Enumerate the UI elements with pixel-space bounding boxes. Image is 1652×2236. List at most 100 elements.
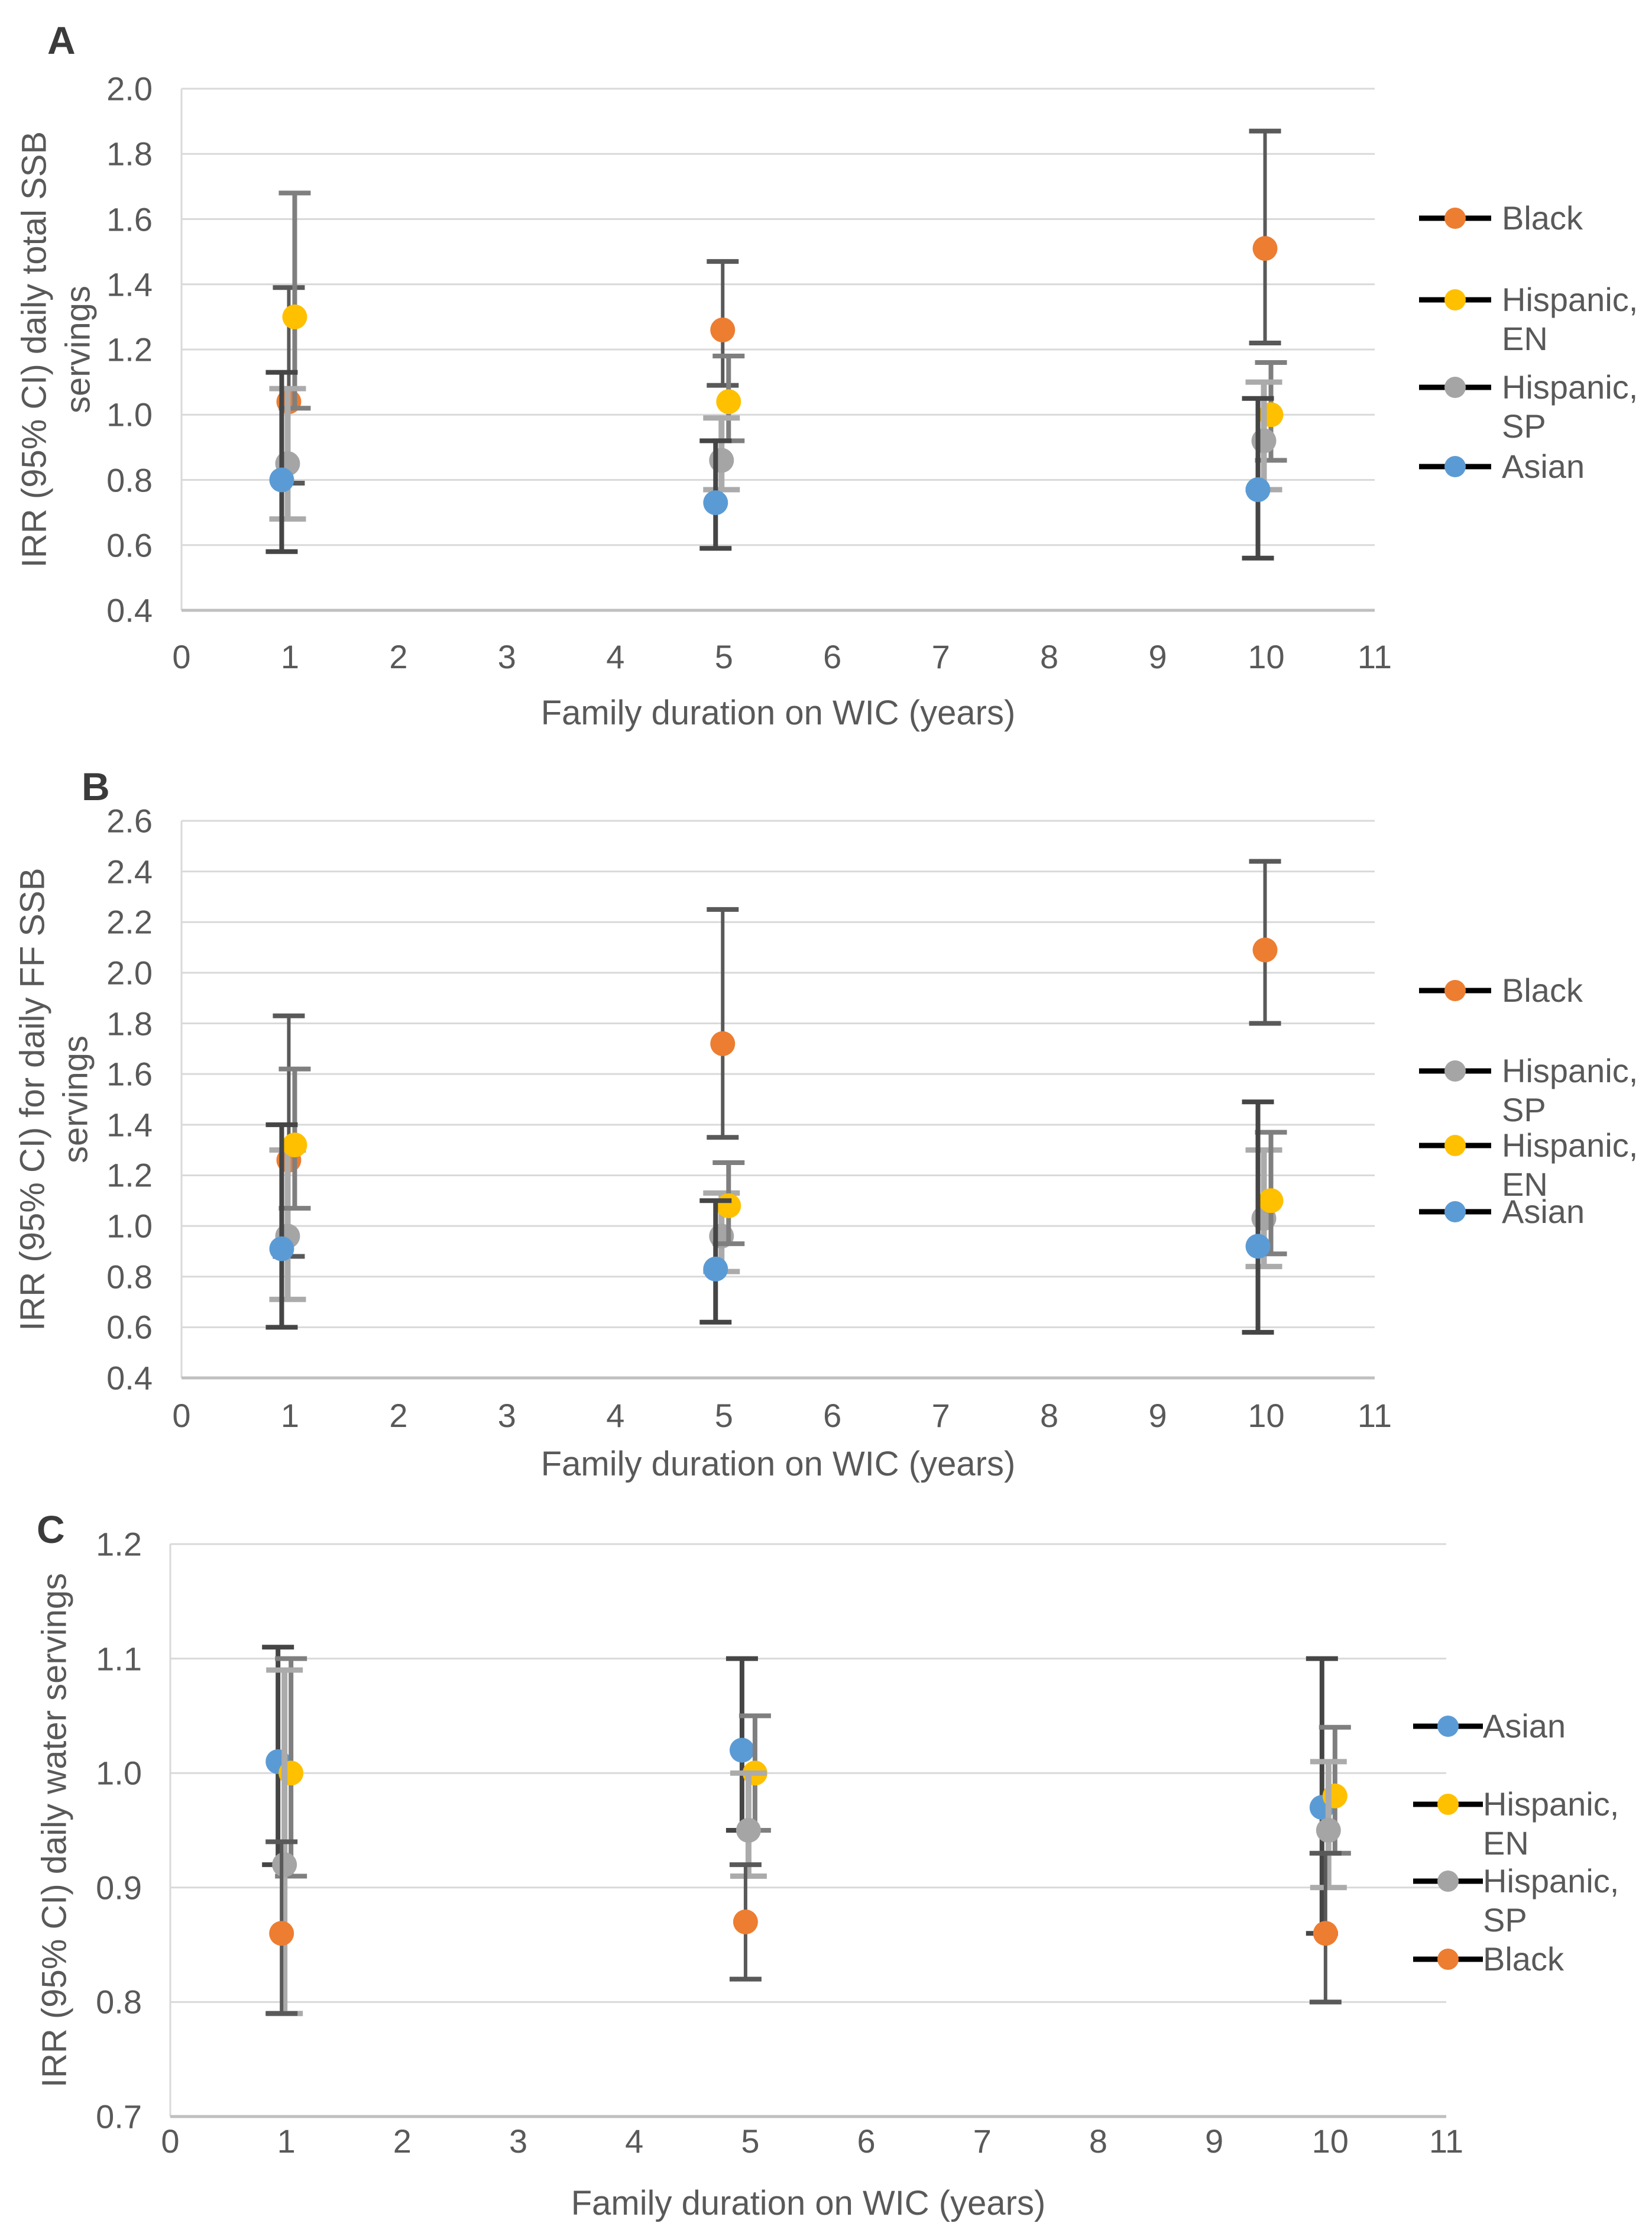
panel-b-ytick-2.4: 2.4 xyxy=(106,853,153,891)
panel-b-legend-marker-hispanic-sp xyxy=(1444,1060,1466,1082)
panel-b-xtick-2: 2 xyxy=(389,1397,408,1434)
panel-b-ytick-1.6: 1.6 xyxy=(106,1055,153,1093)
panel-c-ytick-1.0: 1.0 xyxy=(96,1754,142,1792)
panel-a-x-axis-title: Family duration on WIC (years) xyxy=(540,694,1016,732)
panel-c-xtick-10: 10 xyxy=(1311,2122,1349,2160)
panel-c-xtick-5: 5 xyxy=(741,2122,760,2160)
panel-b-xtick-6: 6 xyxy=(823,1397,842,1434)
panel-a-point-hispanic-sp-x10 xyxy=(1251,428,1277,454)
panel-c-point-black-x5 xyxy=(733,1909,758,1934)
panel-b-xtick-3: 3 xyxy=(497,1397,516,1434)
panel-b-errorbar-asian-x1 xyxy=(265,1122,298,1330)
panel-a-y-axis-title-line2: servings xyxy=(59,286,98,413)
panel-c-point-hispanic-sp-x10 xyxy=(1316,1818,1341,1843)
panel-a-legend-label-hispanic-sp: Hispanic, SP xyxy=(1502,368,1638,445)
panel-a-point-hispanic-en-x1 xyxy=(282,304,307,329)
panel-b-point-black-x10 xyxy=(1252,937,1278,963)
panel-b-legend-label-black: Black xyxy=(1502,972,1583,1009)
panel-b-xtick-11: 11 xyxy=(1357,1397,1392,1434)
panel-a-ytick-1.8: 1.8 xyxy=(106,135,153,173)
panel-a-xtick-4: 4 xyxy=(606,638,625,675)
panel-c-xtick-4: 4 xyxy=(625,2122,644,2160)
panel-a-ytick-2.0: 2.0 xyxy=(106,70,153,108)
panel-a-xtick-0: 0 xyxy=(172,638,191,675)
panel-a-ytick-1.6: 1.6 xyxy=(106,200,153,238)
panel-b-y-axis-title-line1: IRR (95% CI) for daily FF SSB xyxy=(13,868,52,1331)
panel-c-legend-label-hispanic-sp: Hispanic, SP xyxy=(1483,1862,1619,1939)
panel-c-point-hispanic-sp-x5 xyxy=(736,1818,761,1843)
panel-a-point-black-x10 xyxy=(1252,236,1278,261)
panel-b-ytick-1.4: 1.4 xyxy=(106,1106,153,1144)
panel-a-xtick-5: 5 xyxy=(714,638,733,675)
panel-a-ytick-1.2: 1.2 xyxy=(106,331,153,368)
panel-c-legend-label-hispanic-en: Hispanic, EN xyxy=(1483,1785,1619,1862)
panel-b-point-hispanic-en-x10 xyxy=(1258,1188,1284,1214)
panel-b-point-asian-x10 xyxy=(1245,1234,1271,1259)
panel-a-errorbar-asian-x1 xyxy=(265,370,298,554)
panel-a-point-black-x5 xyxy=(710,317,736,342)
panel-c-xtick-3: 3 xyxy=(508,2122,528,2160)
panel-b-xtick-10: 10 xyxy=(1248,1397,1285,1434)
panel-a-point-hispanic-en-x5 xyxy=(716,389,741,415)
panel-a-legend-marker-asian xyxy=(1444,456,1466,477)
panel-c-xtick-7: 7 xyxy=(973,2122,992,2160)
panel-c-xtick-1: 1 xyxy=(277,2122,296,2160)
panel-b-ytick-2.0: 2.0 xyxy=(106,954,153,992)
panel-b-ytick-2.6: 2.6 xyxy=(106,802,153,840)
panel-c-xtick-11: 11 xyxy=(1429,2122,1464,2160)
panel-c-point-black-x10 xyxy=(1313,1921,1338,1946)
panel-b-xtick-5: 5 xyxy=(714,1397,733,1434)
panel-b-xtick-1: 1 xyxy=(280,1397,300,1434)
panel-b-ytick-0.8: 0.8 xyxy=(106,1258,153,1296)
panel-b-x-axis-title: Family duration on WIC (years) xyxy=(540,1445,1016,1483)
panel-b-xtick-0: 0 xyxy=(172,1397,191,1434)
panel-b-legend-label-asian: Asian xyxy=(1502,1193,1585,1230)
panel-b-ytick-0.4: 0.4 xyxy=(106,1359,153,1397)
panel-a-xtick-2: 2 xyxy=(389,638,408,675)
panel-b-xtick-7: 7 xyxy=(931,1397,950,1434)
panel-b-ytick-1.0: 1.0 xyxy=(106,1207,153,1245)
panel-a-xtick-10: 10 xyxy=(1248,638,1285,675)
panel-c-ytick-1.2: 1.2 xyxy=(96,1525,142,1563)
panel-a-point-asian-x5 xyxy=(703,490,728,516)
panel-b-errorbar-asian-x10 xyxy=(1242,1099,1274,1335)
panel-c-legend-marker-black xyxy=(1437,1949,1459,1970)
panel-a-legend-marker-black xyxy=(1444,208,1466,229)
panel-c-ytick-0.8: 0.8 xyxy=(96,1983,142,2021)
panel-b-point-black-x5 xyxy=(710,1031,736,1056)
panel-b-legend-marker-black xyxy=(1444,980,1466,1001)
panel-a-xtick-3: 3 xyxy=(497,638,516,675)
panel-a-legend-label-asian: Asian xyxy=(1502,448,1585,485)
panel-b-legend-label-hispanic-en: Hispanic, EN xyxy=(1502,1127,1638,1203)
panel-c-y-axis-title: IRR (95% CI) daily water servings xyxy=(35,1572,74,2088)
panel-b-xtick-4: 4 xyxy=(606,1397,625,1434)
panel-c-xtick-9: 9 xyxy=(1205,2122,1224,2160)
panel-a-xtick-9: 9 xyxy=(1148,638,1167,675)
panel-b-ytick-0.6: 0.6 xyxy=(106,1308,153,1346)
panel-b-xtick-9: 9 xyxy=(1148,1397,1167,1434)
panel-c-legend-marker-hispanic-en xyxy=(1437,1794,1459,1815)
panel-c-xtick-0: 0 xyxy=(161,2122,180,2160)
panel-c-x-axis-title: Family duration on WIC (years) xyxy=(571,2184,1046,2222)
panel-a-xtick-1: 1 xyxy=(280,638,300,675)
panel-a-y-axis-title-line1: IRR (95% CI) daily total SSB xyxy=(15,131,54,568)
panel-c-legend-marker-asian xyxy=(1437,1716,1459,1737)
panel-a-ytick-1.0: 1.0 xyxy=(106,396,153,433)
panel-a-legend-marker-hispanic-sp xyxy=(1444,377,1466,398)
panel-a-xtick-11: 11 xyxy=(1357,638,1392,675)
panel-c-xtick-2: 2 xyxy=(393,2122,412,2160)
panel-b-ytick-1.8: 1.8 xyxy=(106,1005,153,1043)
panel-c-ytick-0.9: 0.9 xyxy=(96,1869,142,1907)
panel-c-legend-marker-hispanic-sp xyxy=(1437,1871,1459,1892)
panel-a-xtick-6: 6 xyxy=(823,638,842,675)
panel-b-legend-label-hispanic-sp: Hispanic, SP xyxy=(1502,1052,1638,1128)
panel-a-ytick-1.4: 1.4 xyxy=(106,266,153,303)
panel-b-errorbar-black-x5 xyxy=(707,907,739,1140)
panel-b-legend-marker-asian xyxy=(1444,1201,1466,1222)
panel-b-ytick-2.2: 2.2 xyxy=(106,903,153,941)
panel-a-ytick-0.6: 0.6 xyxy=(106,526,153,564)
panel-b-y-axis-title-line2: servings xyxy=(56,1036,95,1163)
panel-a-point-asian-x1 xyxy=(269,467,294,493)
